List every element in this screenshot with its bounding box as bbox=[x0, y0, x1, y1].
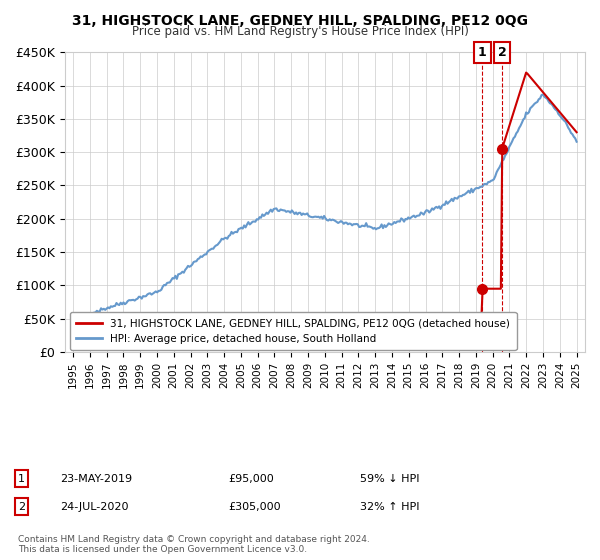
Text: 59% ↓ HPI: 59% ↓ HPI bbox=[360, 474, 419, 484]
Text: Contains HM Land Registry data © Crown copyright and database right 2024.
This d: Contains HM Land Registry data © Crown c… bbox=[18, 535, 370, 554]
Text: £305,000: £305,000 bbox=[228, 502, 281, 512]
Text: 32% ↑ HPI: 32% ↑ HPI bbox=[360, 502, 419, 512]
Text: 31, HIGHSTOCK LANE, GEDNEY HILL, SPALDING, PE12 0QG: 31, HIGHSTOCK LANE, GEDNEY HILL, SPALDIN… bbox=[72, 14, 528, 28]
Text: 1: 1 bbox=[478, 46, 487, 59]
Text: Price paid vs. HM Land Registry's House Price Index (HPI): Price paid vs. HM Land Registry's House … bbox=[131, 25, 469, 38]
Text: 2: 2 bbox=[18, 502, 25, 512]
Text: £95,000: £95,000 bbox=[228, 474, 274, 484]
Text: 23-MAY-2019: 23-MAY-2019 bbox=[60, 474, 132, 484]
Legend: 31, HIGHSTOCK LANE, GEDNEY HILL, SPALDING, PE12 0QG (detached house), HPI: Avera: 31, HIGHSTOCK LANE, GEDNEY HILL, SPALDIN… bbox=[70, 312, 517, 350]
Text: 2: 2 bbox=[497, 46, 506, 59]
Text: 24-JUL-2020: 24-JUL-2020 bbox=[60, 502, 128, 512]
Text: 1: 1 bbox=[18, 474, 25, 484]
